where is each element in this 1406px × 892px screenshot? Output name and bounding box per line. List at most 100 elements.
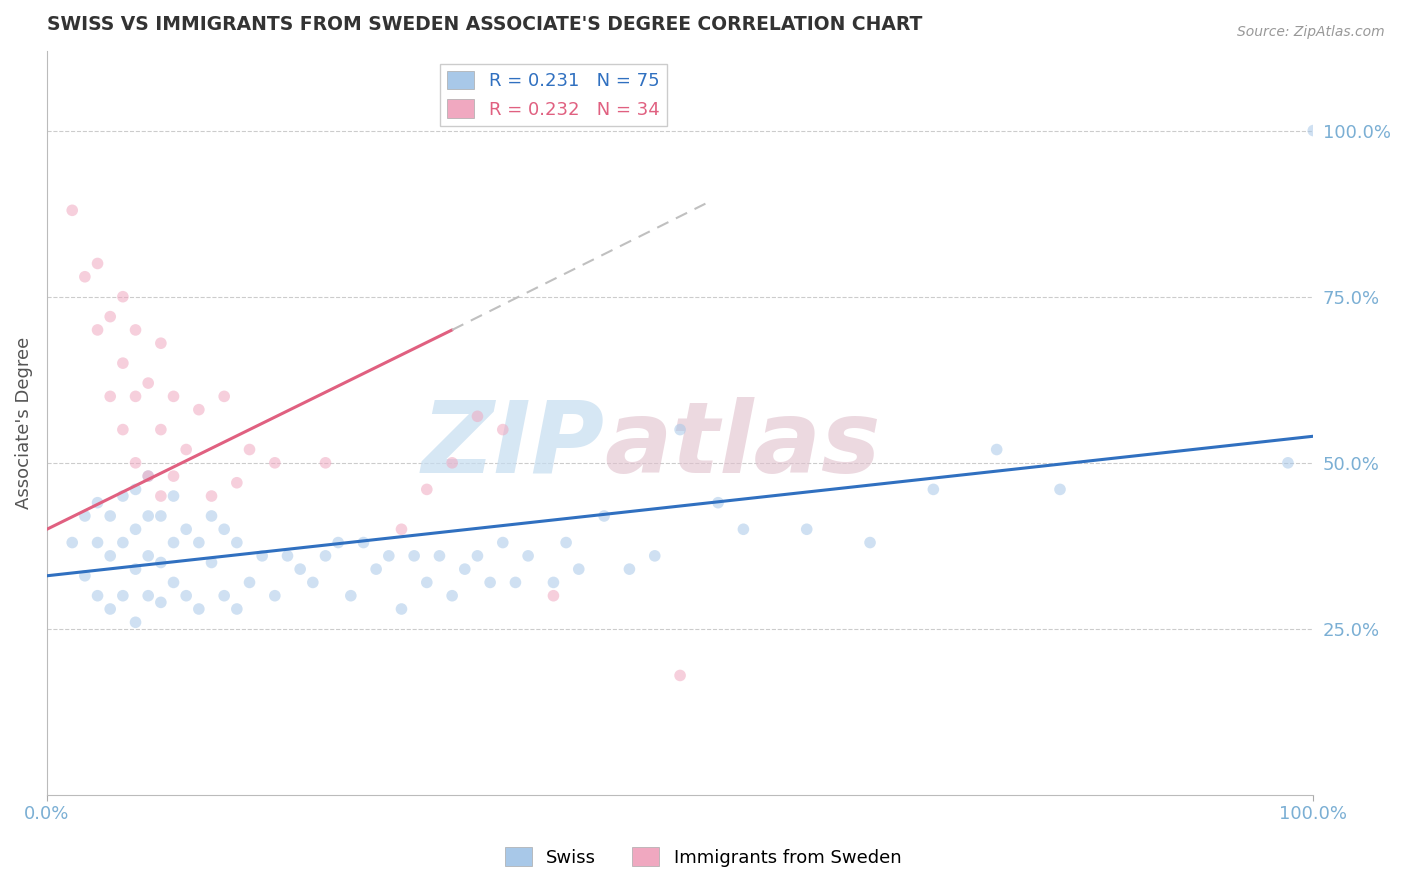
Point [162, 575, 184, 590]
Point [505, 575, 527, 590]
Point [174, 589, 197, 603]
Point [73, 568, 96, 582]
Point [187, 535, 209, 549]
Point [136, 469, 159, 483]
Point [986, 442, 1008, 457]
Point [124, 562, 146, 576]
Point [301, 575, 323, 590]
Point [328, 535, 350, 549]
Point [60, 535, 83, 549]
Text: atlas: atlas [605, 397, 880, 494]
Point [263, 589, 285, 603]
Point [429, 549, 451, 563]
Point [416, 483, 439, 497]
Point [149, 423, 172, 437]
Point [644, 549, 666, 563]
Point [111, 356, 134, 370]
Point [733, 522, 755, 536]
Point [619, 562, 641, 576]
Point [454, 562, 477, 576]
Point [212, 589, 235, 603]
Point [479, 575, 502, 590]
Point [212, 389, 235, 403]
Point [174, 522, 197, 536]
Point [1277, 456, 1299, 470]
Text: SWISS VS IMMIGRANTS FROM SWEDEN ASSOCIATE'S DEGREE CORRELATION CHART: SWISS VS IMMIGRANTS FROM SWEDEN ASSOCIAT… [46, 15, 922, 34]
Point [124, 323, 146, 337]
Point [353, 535, 375, 549]
Point [136, 549, 159, 563]
Point [200, 508, 222, 523]
Point [568, 562, 591, 576]
Point [136, 376, 159, 390]
Y-axis label: Associate's Degree: Associate's Degree [15, 337, 32, 509]
Point [555, 535, 578, 549]
Point [340, 589, 363, 603]
Point [149, 556, 172, 570]
Point [859, 535, 882, 549]
Point [378, 549, 401, 563]
Point [467, 409, 489, 424]
Point [124, 456, 146, 470]
Point [593, 508, 616, 523]
Point [136, 469, 159, 483]
Legend: R = 0.231   N = 75, R = 0.232   N = 34: R = 0.231 N = 75, R = 0.232 N = 34 [440, 63, 666, 126]
Point [111, 535, 134, 549]
Point [225, 475, 247, 490]
Point [796, 522, 818, 536]
Point [136, 508, 159, 523]
Point [922, 483, 945, 497]
Point [86, 589, 108, 603]
Point [162, 469, 184, 483]
Point [86, 496, 108, 510]
Point [391, 522, 413, 536]
Point [416, 575, 439, 590]
Point [111, 589, 134, 603]
Point [467, 549, 489, 563]
Point [517, 549, 540, 563]
Point [441, 589, 464, 603]
Point [124, 483, 146, 497]
Point [288, 562, 311, 576]
Point [86, 256, 108, 270]
Text: ZIP: ZIP [422, 397, 605, 494]
Legend: Swiss, Immigrants from Sweden: Swiss, Immigrants from Sweden [498, 840, 908, 874]
Point [124, 522, 146, 536]
Text: Source: ZipAtlas.com: Source: ZipAtlas.com [1237, 25, 1385, 39]
Point [315, 456, 337, 470]
Point [315, 549, 337, 563]
Point [276, 549, 298, 563]
Point [111, 290, 134, 304]
Point [174, 442, 197, 457]
Point [187, 402, 209, 417]
Point [124, 615, 146, 630]
Point [238, 442, 260, 457]
Point [187, 602, 209, 616]
Point [391, 602, 413, 616]
Point [669, 423, 692, 437]
Point [492, 423, 515, 437]
Point [1049, 483, 1071, 497]
Point [98, 389, 121, 403]
Point [98, 602, 121, 616]
Point [149, 508, 172, 523]
Point [86, 535, 108, 549]
Point [263, 456, 285, 470]
Point [441, 456, 464, 470]
Point [98, 310, 121, 324]
Point [225, 602, 247, 616]
Point [73, 269, 96, 284]
Point [149, 595, 172, 609]
Point [212, 522, 235, 536]
Point [707, 496, 730, 510]
Point [492, 535, 515, 549]
Point [1302, 123, 1324, 137]
Point [60, 203, 83, 218]
Point [162, 389, 184, 403]
Point [111, 423, 134, 437]
Point [543, 575, 565, 590]
Point [98, 508, 121, 523]
Point [225, 535, 247, 549]
Point [238, 575, 260, 590]
Point [111, 489, 134, 503]
